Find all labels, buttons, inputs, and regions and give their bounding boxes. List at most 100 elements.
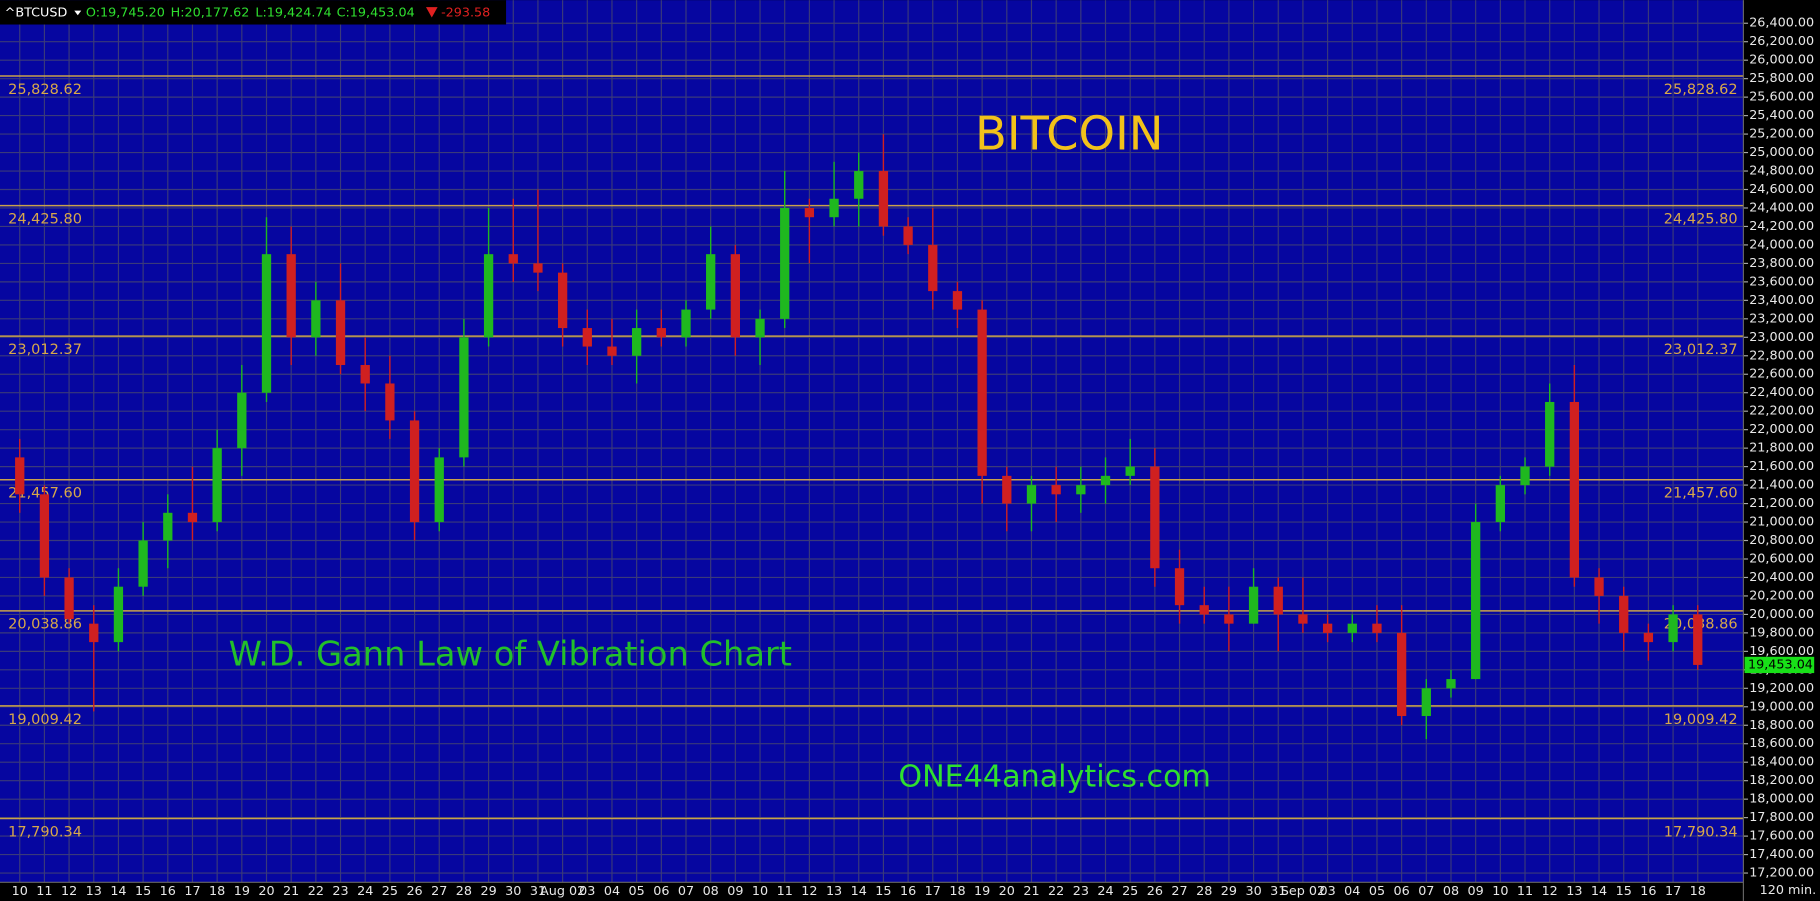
candle-body <box>656 328 666 338</box>
candle-body <box>804 207 815 218</box>
level-label: 23,012.37 <box>8 342 82 358</box>
x-tick-label: 26 <box>406 884 422 899</box>
x-tick-label: 31 <box>530 884 546 899</box>
candle-body <box>1446 679 1456 689</box>
header-open: O:19,745.20 <box>86 5 165 20</box>
x-tick-label: 15 <box>1616 884 1632 899</box>
candle-body <box>434 457 444 523</box>
x-tick-label: 08 <box>1443 884 1459 899</box>
candle-body <box>1668 614 1678 643</box>
candle-body <box>39 494 50 578</box>
x-tick-label: 11 <box>777 884 793 899</box>
x-tick-label: 06 <box>1394 884 1410 899</box>
y-tick-label: 23,400.00 <box>1749 293 1814 308</box>
y-tick-label: 23,000.00 <box>1749 330 1814 345</box>
header-bg <box>0 0 507 25</box>
y-tick-label: 21,600.00 <box>1749 459 1814 474</box>
y-tick-label: 17,600.00 <box>1749 829 1814 844</box>
candle-body <box>1396 632 1407 717</box>
candle-body <box>1545 401 1555 467</box>
x-tick-label: 29 <box>480 884 496 899</box>
candle-body <box>1471 522 1481 680</box>
x-tick-label: Sep 02 <box>1281 884 1325 899</box>
y-tick-label: 20,800.00 <box>1749 533 1814 548</box>
x-tick-label: 12 <box>1542 884 1558 899</box>
y-tick-label: 24,800.00 <box>1749 164 1814 179</box>
candle-body <box>755 318 765 338</box>
candle-body <box>89 623 99 643</box>
x-tick-label: 06 <box>653 884 669 899</box>
x-tick-label: 17 <box>184 884 200 899</box>
x-tick-label: 25 <box>1122 884 1138 899</box>
x-tick-label: 24 <box>357 884 373 899</box>
candle-body <box>1421 688 1431 717</box>
candle-body <box>903 226 913 245</box>
candle-body <box>681 309 691 338</box>
x-tick-label: Aug 02 <box>540 884 585 899</box>
header-low: L:19,424.74 <box>255 5 331 20</box>
candle-body <box>1174 568 1185 606</box>
x-tick-label: 14 <box>110 884 126 899</box>
x-tick-label: 10 <box>1492 884 1508 899</box>
candle-body <box>311 300 321 338</box>
header: ^BTCUSD O:19,745.20 H:20,177.62 L:19,424… <box>0 0 507 25</box>
x-tick-label: 07 <box>1418 884 1434 899</box>
level-label: 20,038.86 <box>8 617 82 633</box>
y-tick-label: 19,600.00 <box>1749 644 1814 659</box>
x-tick-label: 07 <box>678 884 694 899</box>
annotation: ONE44analytics.com <box>898 759 1211 794</box>
dropdown-icon[interactable] <box>74 10 82 16</box>
annotation: W.D. Gann Law of Vibration Chart <box>229 634 792 673</box>
y-tick-label: 24,400.00 <box>1749 200 1814 215</box>
last-price-label: 19,453.04 <box>1748 657 1813 672</box>
candle-body <box>237 392 247 449</box>
x-tick-label: 10 <box>12 884 28 899</box>
x-tick-label: 19 <box>234 884 250 899</box>
x-tick-label: 13 <box>86 884 102 899</box>
levels: 25,828.62 25,828.62 24,425.80 24,425.80 23,0… <box>0 75 1744 840</box>
candle-body <box>1273 586 1283 615</box>
candle-body <box>508 254 518 264</box>
y-tick-label: 17,400.00 <box>1749 847 1814 862</box>
candle-body <box>113 586 124 643</box>
chart-title: BITCOIN <box>975 107 1163 161</box>
x-tick-label: 14 <box>851 884 867 899</box>
down-icon <box>425 7 438 18</box>
axes: 17,200.00 17,400.00 17,600.00 17,800.00 18,0… <box>12 16 1815 899</box>
candle-body <box>1520 466 1530 486</box>
y-tick-label: 25,000.00 <box>1749 145 1814 160</box>
y-tick-label: 26,000.00 <box>1749 53 1814 68</box>
x-tick-label: 18 <box>949 884 965 899</box>
candle-body <box>1026 485 1037 504</box>
candle-body <box>1372 623 1382 633</box>
candle-body <box>1569 401 1580 578</box>
y-tick-label: 22,400.00 <box>1749 385 1814 400</box>
level-label: 17,790.34 <box>8 824 82 840</box>
y-tick-label: 20,400.00 <box>1749 570 1814 585</box>
x-tick-label: 28 <box>1196 884 1212 899</box>
x-tick-label: 25 <box>382 884 398 899</box>
x-tick-label: 12 <box>801 884 817 899</box>
x-tick-label: 13 <box>1566 884 1582 899</box>
y-tick-label: 26,400.00 <box>1749 16 1814 31</box>
plot-area <box>0 0 1744 883</box>
candle-body <box>706 254 716 310</box>
candle-body <box>1150 466 1160 569</box>
x-tick-label: 22 <box>308 884 324 899</box>
candle-body <box>533 263 543 273</box>
candle-body <box>64 577 74 620</box>
y-tick-label: 23,200.00 <box>1749 311 1814 326</box>
y-tick-label: 21,400.00 <box>1749 478 1814 493</box>
symbol: ^BTCUSD <box>5 5 68 20</box>
x-tick-label: 20 <box>999 884 1015 899</box>
x-tick-label: 17 <box>925 884 941 899</box>
x-tick-label: 12 <box>61 884 77 899</box>
x-tick-label: 17 <box>1665 884 1681 899</box>
candle-body <box>15 457 25 495</box>
y-tick-label: 25,400.00 <box>1749 108 1814 123</box>
candle-body <box>854 171 864 199</box>
candle-body <box>1002 475 1012 504</box>
level-label: 24,425.80 <box>8 212 82 228</box>
header-close: C:19,453.04 <box>337 5 415 20</box>
